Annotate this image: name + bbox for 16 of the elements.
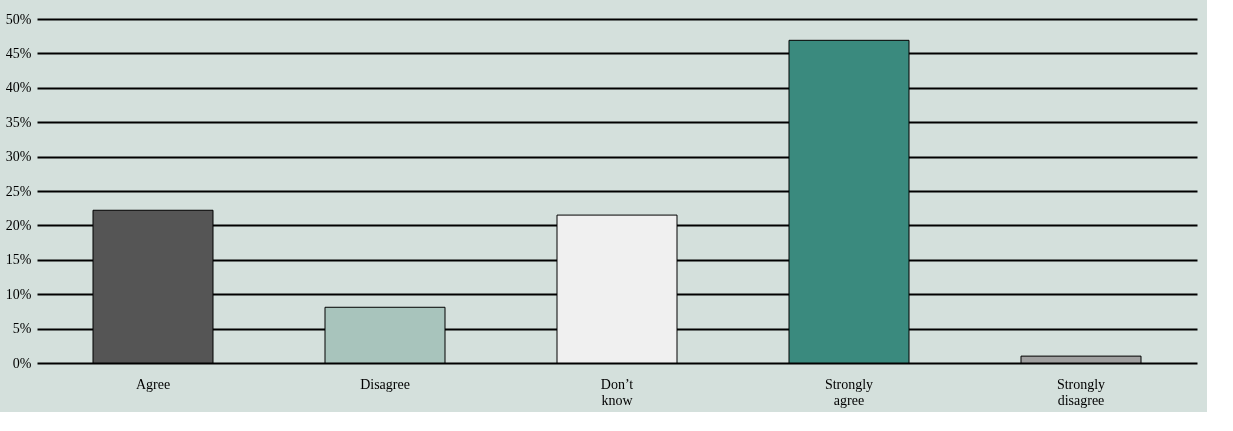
y-tick-label: 10% (5, 286, 32, 302)
y-tick-label: 45% (5, 45, 32, 61)
y-tick-label: 40% (5, 80, 32, 96)
y-tick-label: 0% (12, 355, 32, 371)
x-tick-label: Strongly disagree (1056, 376, 1106, 408)
y-tick-label: 35% (5, 114, 32, 130)
y-tick-label: 15% (5, 252, 32, 268)
y-tick-label: 50% (5, 11, 32, 27)
y-tick-label: 5% (12, 321, 32, 337)
y-tick-label: 30% (5, 149, 32, 165)
x-tick-label: Strongly agree (824, 376, 874, 408)
y-tick-label: 25% (5, 183, 32, 199)
y-tick-label: 20% (5, 217, 32, 233)
x-tick-label: Disagree (360, 376, 410, 392)
x-tick-label: Agree (135, 376, 171, 392)
x-tick-label: Don’t know (600, 376, 634, 408)
